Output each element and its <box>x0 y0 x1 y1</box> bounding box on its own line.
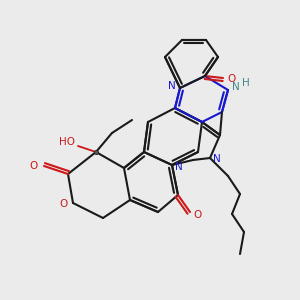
Text: H: H <box>242 78 250 88</box>
Text: O: O <box>30 161 38 171</box>
Text: N: N <box>213 154 221 164</box>
Text: O: O <box>194 210 202 220</box>
Text: N: N <box>232 82 240 92</box>
Text: O: O <box>228 74 236 84</box>
Text: HO: HO <box>59 137 75 147</box>
Text: O: O <box>60 199 68 209</box>
Text: N: N <box>175 162 183 172</box>
Text: N: N <box>168 81 176 91</box>
